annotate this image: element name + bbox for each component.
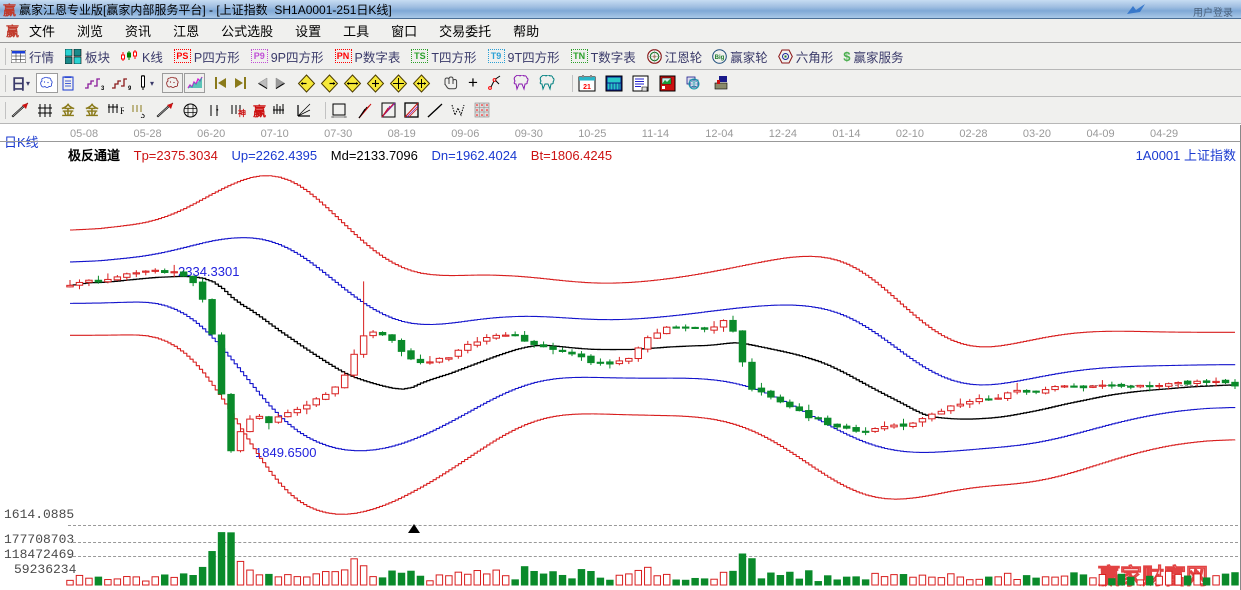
svg-text:": ": [216, 109, 219, 116]
svg-text:金: 金: [84, 103, 99, 118]
svg-text:Big: Big: [715, 55, 725, 61]
svg-text:21: 21: [583, 84, 591, 91]
svg-text:金: 金: [60, 103, 75, 118]
svg-text:3: 3: [101, 86, 104, 91]
svg-text:F: F: [120, 106, 124, 116]
svg-text:9: 9: [128, 86, 131, 91]
svg-text:神: 神: [238, 108, 246, 118]
